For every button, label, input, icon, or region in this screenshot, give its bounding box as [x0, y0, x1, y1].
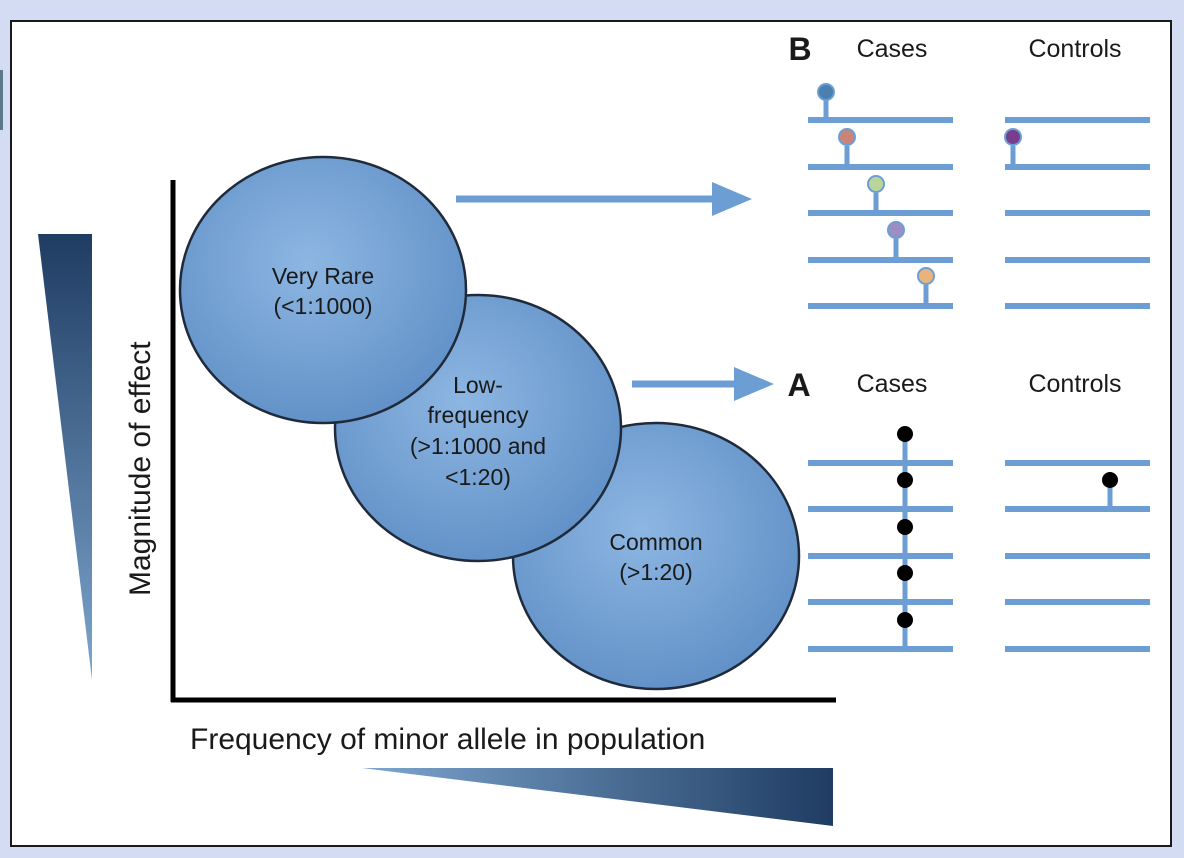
panel-a-common-variant-stack [897, 426, 913, 649]
circle-very-rare: Very Rare (<1:1000) [178, 155, 468, 425]
circle-low-frequency-line-1: Low- [453, 372, 503, 398]
panel-a-controls-label: Controls [1028, 370, 1121, 398]
circle-low-frequency-line-2: frequency [427, 402, 529, 428]
edge-mark [0, 70, 3, 130]
panel-a-controls-strands [1005, 460, 1150, 652]
y-axis-title: Magnitude of effect [124, 341, 157, 596]
frequency-wedge [362, 768, 833, 826]
panel-a-variant-2 [897, 472, 913, 488]
panel-a-control-variant [1102, 472, 1118, 509]
panel-b-cases-strands [808, 117, 953, 309]
panel-a-variant-1 [897, 426, 913, 442]
panel-b-letter: B [788, 31, 811, 67]
circle-common-line-2: (>1:20) [619, 559, 693, 585]
circle-very-rare-line-1: Very Rare [272, 263, 374, 289]
circle-common-line-1: Common [609, 529, 702, 555]
panel-b-control-variant [1004, 128, 1022, 167]
panel-a-cases-label: Cases [857, 370, 928, 398]
panel-a-variant-3 [897, 519, 913, 535]
x-axis-title: Frequency of minor allele in population [190, 723, 705, 756]
panel-b-variant-2 [838, 128, 856, 167]
circle-low-frequency-line-3: (>1:1000 and [410, 433, 546, 459]
panel-a-letter: A [787, 367, 810, 403]
arrow-to-panel-a [632, 367, 774, 401]
circle-very-rare-line-2: (<1:1000) [273, 293, 372, 319]
panel-b-variant-1 [817, 83, 835, 120]
magnitude-wedge [38, 234, 92, 680]
panel-b-variant-3 [867, 175, 885, 213]
panel-b-cases-label: Cases [857, 35, 928, 63]
panel-b-controls-strands [1005, 117, 1150, 309]
panel-a-variant-5 [897, 612, 913, 628]
panel-a-cases-strands [808, 460, 953, 652]
panel-b-variant-5 [917, 267, 935, 306]
panel-b-controls-label: Controls [1028, 35, 1121, 63]
arrow-to-panel-b [456, 182, 752, 216]
panel-b-variant-4 [887, 221, 905, 260]
circle-low-frequency-line-4: <1:20) [445, 464, 511, 490]
panel-a-variant-4 [897, 565, 913, 581]
